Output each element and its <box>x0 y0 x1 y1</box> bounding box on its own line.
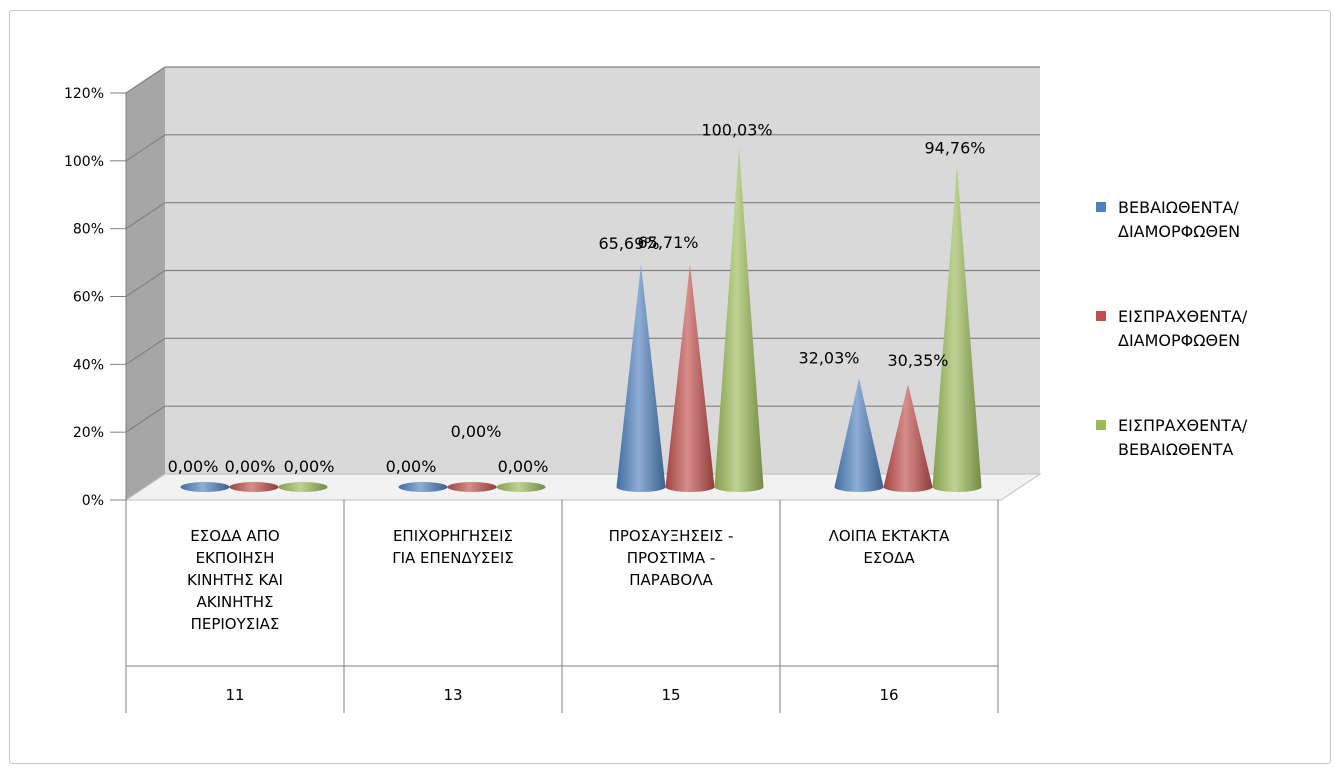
gridline-side <box>125 134 166 162</box>
cone-bar <box>496 482 546 492</box>
cone-bar <box>714 147 764 493</box>
gridline-side <box>125 337 166 365</box>
data-label: 94,76% <box>924 139 985 158</box>
data-label: 0,00% <box>498 457 549 476</box>
x-category-code: 15 <box>661 686 681 704</box>
legend-swatch <box>1096 420 1106 430</box>
y-tick-label: 100% <box>64 154 104 170</box>
x-category-code: 13 <box>443 686 463 704</box>
y-tick-label: 20% <box>73 425 104 441</box>
legend-label: ΕΙΣΠΡΑΧΘΕΝΤΑ/ ΒΕΒΑΙΩΘΕΝΤΑ <box>1118 416 1248 459</box>
legend-label: ΕΙΣΠΡΑΧΘΕΝΤΑ/ ΔΙΑΜΟΡΦΩΘΕΝ <box>1118 307 1248 350</box>
data-label: 0,00% <box>284 457 335 476</box>
legend-label: ΒΕΒΑΙΩΘΕΝΤΑ/ ΔΙΑΜΟΡΦΩΘΕΝ <box>1118 198 1241 241</box>
gridline-side <box>125 405 166 433</box>
x-category-label: ΕΠΙΧΟΡΗΓΗΣΕΙΣ ΓΙΑ ΕΠΕΝΔΥΣΕΙΣ <box>392 527 514 567</box>
data-label: 0,00% <box>225 457 276 476</box>
cone-bar <box>616 264 666 492</box>
gridlines <box>125 66 1040 433</box>
data-label: 0,00% <box>386 457 437 476</box>
cone-bar <box>180 482 230 492</box>
data-label: 65,69% <box>598 234 659 253</box>
floor <box>124 473 1042 501</box>
gridline-side <box>125 66 166 94</box>
x-category-code: 16 <box>879 686 899 704</box>
data-labels: 0,00% 0,00% 0,00% 0,00% 0,00% 0,00% 65,69%65,7… <box>168 121 986 476</box>
cone-bar <box>883 384 933 492</box>
cone-bar <box>447 482 497 492</box>
x-category-code: 11 <box>225 686 245 704</box>
category-table-lines <box>125 500 999 713</box>
legend-swatch <box>1096 202 1106 212</box>
x-category-label: ΛΟΙΠΑ ΕΚΤΑΚΤΑ ΕΣΟΔΑ <box>828 527 950 567</box>
cone-bar <box>932 165 982 493</box>
data-label: 100,03% <box>701 121 772 140</box>
data-label: 32,03% <box>798 348 859 367</box>
cone-bar <box>665 264 715 492</box>
y-tick-label: 40% <box>73 357 104 373</box>
y-tick-label: 0% <box>82 493 104 509</box>
data-label: 65,71% <box>637 233 698 252</box>
y-tick-label: 80% <box>73 222 104 238</box>
gridline-side <box>125 270 166 297</box>
chart-bars <box>180 147 982 493</box>
cone-bar <box>834 378 884 492</box>
y-axis-ticks: 0% 20% 40% 60% 80% 100% 120% <box>64 86 127 509</box>
cone-bar <box>398 482 448 492</box>
x-category-label: ΕΣΟΔΑ ΑΠΟ ΕΚΠΟΙΗΣΗ ΚΙΝΗΤΗΣ ΚΑΙ ΑΚΙΝΗΤΗΣ … <box>187 527 283 633</box>
y-tick-label: 60% <box>73 290 104 306</box>
data-label: 0,00% <box>451 422 502 441</box>
y-tick-label: 120% <box>64 86 104 102</box>
cone-bar <box>278 482 328 492</box>
data-label: 30,35% <box>887 351 948 370</box>
data-label: 0,00% <box>168 457 219 476</box>
legend-swatch <box>1096 311 1106 321</box>
gridline-side <box>125 202 166 230</box>
cone-bar <box>229 482 279 492</box>
x-category-label: ΠΡΟΣΑΥΞΗΣΕΙΣ - ΠΡΟΣΤΙΜΑ - ΠΑΡΑΒΟΛΑ <box>608 527 734 589</box>
